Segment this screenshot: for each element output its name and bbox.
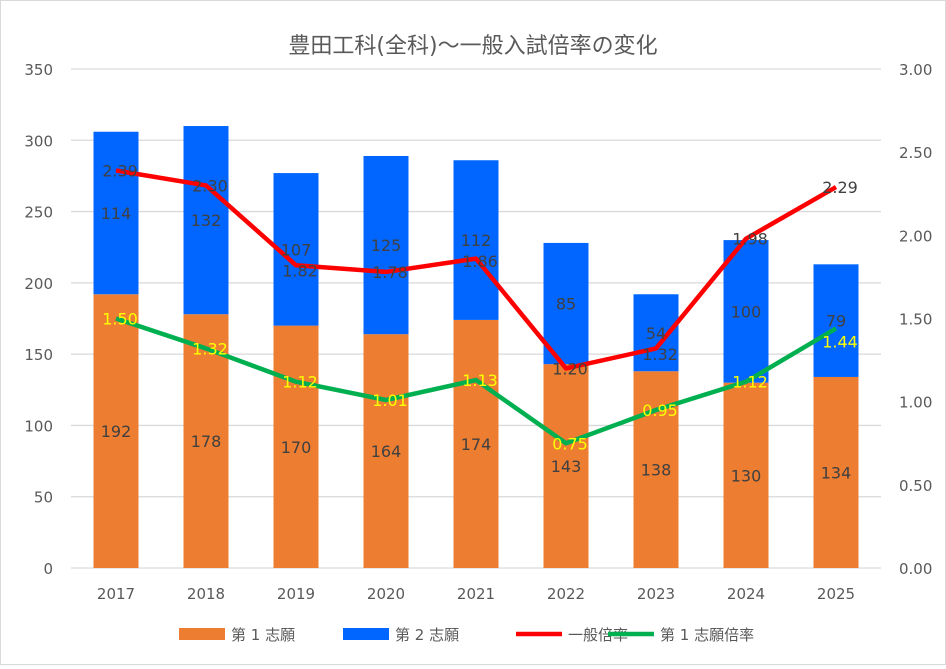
- line-data-label: 2.39: [102, 161, 138, 180]
- bar-data-label: 130: [731, 466, 762, 485]
- x-tick-label: 2020: [367, 585, 405, 603]
- lines: [115, 168, 838, 446]
- y-tick-label: 250: [24, 204, 53, 222]
- x-tick-label: 2018: [187, 585, 225, 603]
- line-data-label: 1.20: [552, 359, 588, 378]
- bar-segment: [543, 364, 589, 568]
- line-data-label: 1.01: [372, 391, 408, 410]
- data-labels: 192 114 178 132 170 107 164 125 174 112 143 85 138 54…: [101, 161, 858, 485]
- axes: 0 50 100 150 200 250 300 350 0.00 0.50 1.00 1.50 2.0…: [24, 61, 932, 603]
- y2-tick-label: 1.50: [899, 311, 932, 329]
- y2-tick-label: 2.50: [899, 144, 932, 162]
- y-tick-label: 300: [24, 132, 53, 150]
- bar-segment: [363, 334, 409, 568]
- y2-tick-label: 0.50: [899, 477, 932, 495]
- bar-data-label: 125: [371, 236, 402, 255]
- legend-label: 一般倍率: [568, 626, 628, 644]
- y-tick-label: 50: [34, 489, 53, 507]
- line-data-label: 0.75: [552, 434, 588, 453]
- x-tick-label: 2023: [637, 585, 675, 603]
- bar-data-label: 170: [281, 438, 312, 457]
- bar-segment: [93, 131, 139, 295]
- y-tick-label: 350: [24, 61, 53, 79]
- bar-data-label: 85: [556, 295, 576, 314]
- bar-data-label: 112: [461, 231, 492, 250]
- bar-segment: [453, 319, 499, 568]
- bar-data-label: 164: [371, 442, 402, 461]
- y-tick-label: 0: [43, 560, 53, 578]
- y2-tick-label: 2.00: [899, 227, 932, 245]
- bar-segment: [813, 376, 859, 568]
- y2-tick-label: 3.00: [899, 61, 932, 79]
- line-data-label: 1.98: [732, 230, 768, 249]
- bar-segment: [543, 242, 589, 365]
- line-data-label: 1.82: [282, 261, 318, 280]
- y2-tick-label: 0.00: [899, 560, 932, 578]
- x-tick-label: 2024: [727, 585, 765, 603]
- x-tick-label: 2019: [277, 585, 315, 603]
- bar-data-label: 138: [641, 461, 672, 480]
- bar-data-label: 174: [461, 435, 492, 454]
- line-data-label: 1.44: [822, 333, 858, 352]
- line-series: [115, 168, 838, 371]
- line-data-label: 2.30: [192, 176, 228, 195]
- bar-data-label: 79: [826, 312, 846, 331]
- line-data-label: 1.86: [462, 252, 498, 271]
- line-data-label: 1.32: [192, 339, 228, 358]
- line-data-label: 0.95: [642, 401, 678, 420]
- bar-data-label: 143: [551, 457, 582, 476]
- bar-data-label: 132: [191, 211, 222, 230]
- y2-tick-label: 1.00: [899, 394, 932, 412]
- legend-label: 第 1 志願: [231, 626, 295, 644]
- bar-data-label: 192: [101, 422, 132, 441]
- legend: 第 1 志願 第 2 志願 一般倍率 第 1 志願倍率: [179, 626, 754, 644]
- chart-title: 豊田工科(全科)～一般入試倍率の変化: [288, 34, 657, 59]
- legend-swatch: [343, 628, 389, 640]
- bar-segment: [183, 314, 229, 568]
- line-data-label: 1.13: [462, 371, 498, 390]
- y-tick-label: 100: [24, 417, 53, 435]
- line-series: [115, 316, 838, 446]
- x-tick-label: 2022: [547, 585, 585, 603]
- bar-data-label: 114: [101, 204, 132, 223]
- bar-segment: [183, 126, 229, 315]
- bar-segment: [93, 294, 139, 568]
- legend-label: 第 1 志願倍率: [660, 626, 754, 644]
- x-tick-label: 2017: [97, 585, 135, 603]
- legend-swatch: [179, 628, 225, 640]
- bar-segment: [453, 160, 499, 320]
- bar-segment: [723, 240, 769, 383]
- bar-data-label: 100: [731, 302, 762, 321]
- x-tick-label: 2025: [817, 585, 855, 603]
- line-data-label: 1.78: [372, 263, 408, 282]
- bar-data-label: 134: [821, 463, 852, 482]
- bar-segment: [813, 264, 859, 377]
- x-tick-label: 2021: [457, 585, 495, 603]
- bar-segment: [273, 325, 319, 568]
- bar-data-label: 178: [191, 432, 222, 451]
- line-data-label: 1.12: [282, 373, 318, 392]
- bar-data-label: 54: [646, 324, 666, 343]
- line-data-label: 1.12: [732, 373, 768, 392]
- legend-label: 第 2 志願: [395, 626, 459, 644]
- line-data-label: 1.50: [102, 310, 138, 329]
- line-data-label: 1.32: [642, 345, 678, 364]
- line-data-label: 2.29: [822, 178, 858, 197]
- y-tick-label: 150: [24, 346, 53, 364]
- bar-segment: [363, 155, 409, 335]
- bar-segment: [723, 382, 769, 568]
- bars: [93, 126, 859, 568]
- y-tick-label: 200: [24, 275, 53, 293]
- bar-data-label: 107: [281, 240, 312, 259]
